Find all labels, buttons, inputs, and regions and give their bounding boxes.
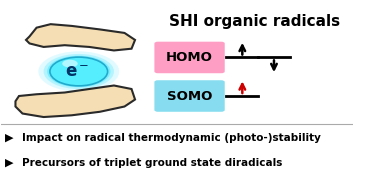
Text: HOMO: HOMO — [166, 51, 213, 64]
Circle shape — [62, 60, 78, 67]
Circle shape — [50, 57, 108, 86]
Circle shape — [43, 54, 114, 89]
Text: ▶: ▶ — [5, 133, 13, 143]
Text: SOMO: SOMO — [167, 90, 212, 103]
Polygon shape — [15, 85, 135, 117]
FancyBboxPatch shape — [154, 42, 225, 73]
Circle shape — [47, 56, 110, 87]
FancyBboxPatch shape — [154, 80, 225, 112]
Text: SHI organic radicals: SHI organic radicals — [169, 14, 340, 29]
Text: ▶: ▶ — [5, 158, 13, 168]
Text: Precursors of triplet ground state diradicals: Precursors of triplet ground state dirad… — [23, 158, 283, 168]
Circle shape — [38, 51, 119, 92]
Text: Impact on radical thermodynamic (photo-)stability: Impact on radical thermodynamic (photo-)… — [23, 133, 321, 143]
Polygon shape — [26, 24, 135, 50]
Text: $\mathbf{e}^-$: $\mathbf{e}^-$ — [65, 63, 89, 81]
